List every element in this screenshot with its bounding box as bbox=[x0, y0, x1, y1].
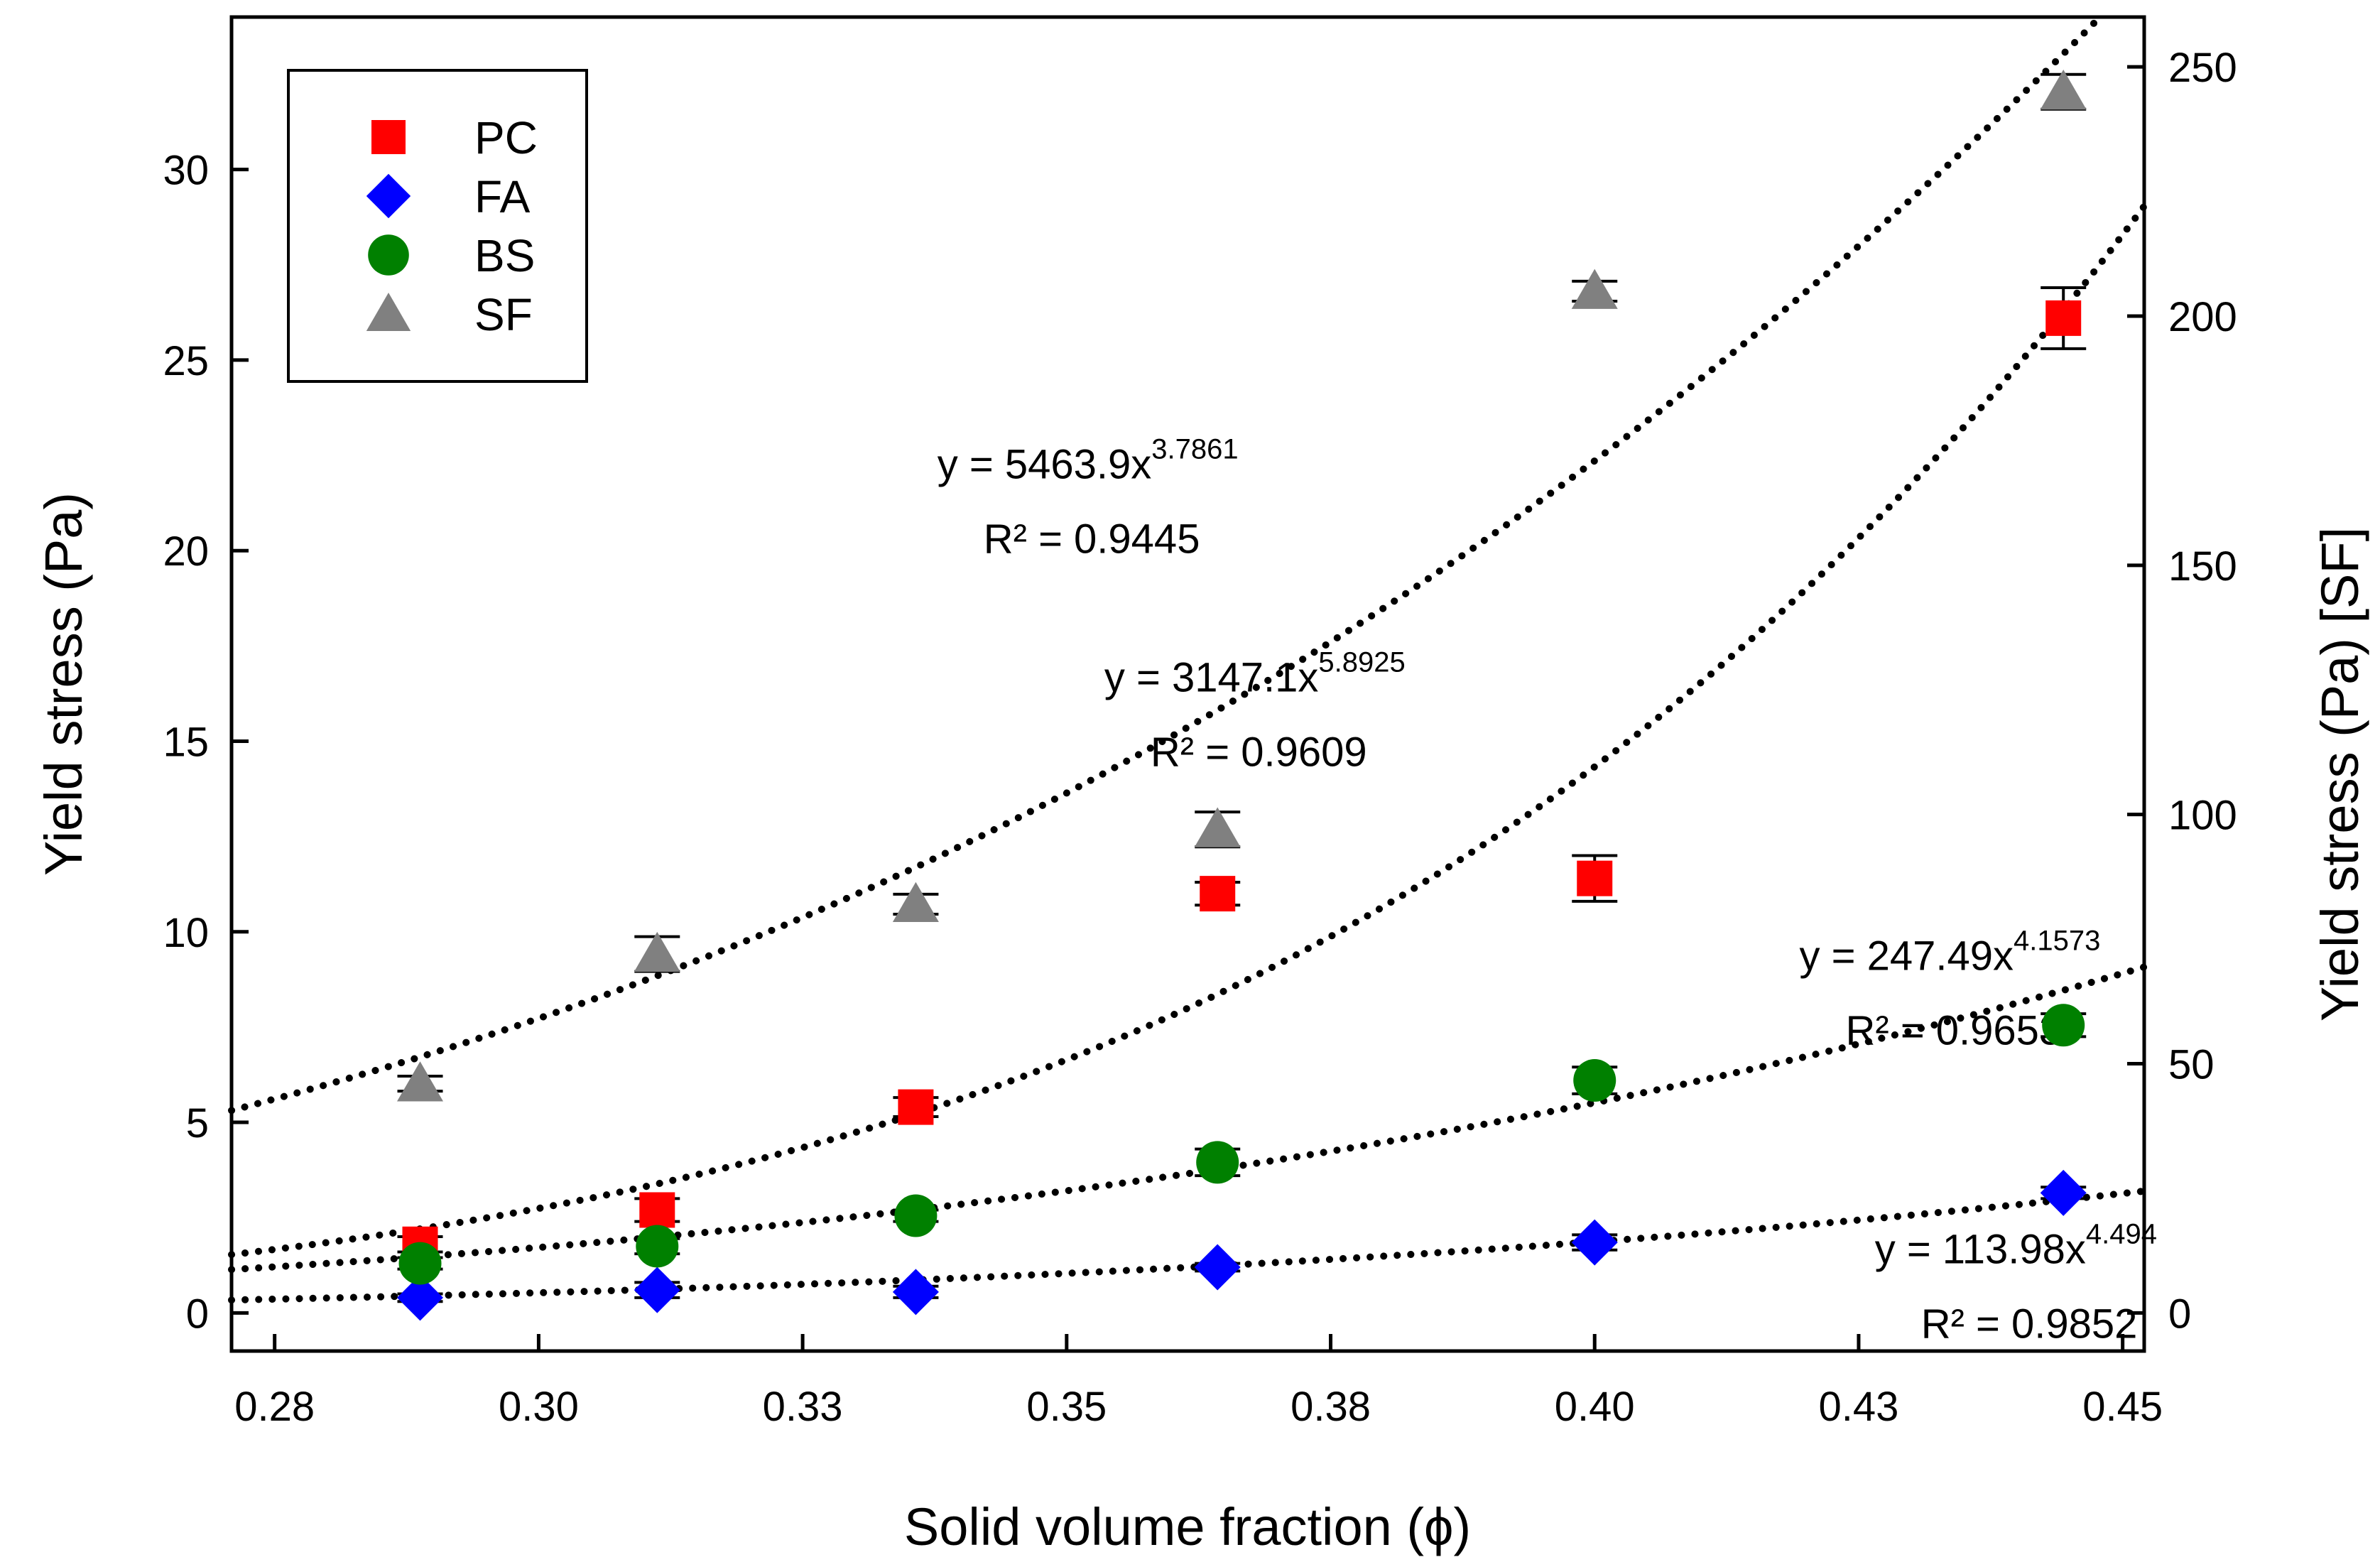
x-tick-label: 0.33 bbox=[763, 1384, 843, 1430]
legend-label: PC bbox=[474, 112, 538, 163]
y-axis-title-left: Yield stress (Pa) bbox=[34, 492, 93, 876]
legend-marker-pc bbox=[371, 120, 406, 154]
data-point-bs bbox=[1573, 1059, 1616, 1102]
data-point-pc bbox=[1577, 860, 1613, 896]
legend-marker-sf bbox=[366, 293, 411, 331]
legend-item-bs: BS bbox=[368, 230, 535, 281]
data-point-bs bbox=[1196, 1141, 1239, 1184]
fit-equation-bs: y = 247.49x4.1573 bbox=[1800, 925, 2101, 979]
legend-box bbox=[287, 69, 588, 383]
axes: 0.28 0.30 0.33 0.35 0.38 0.40 0.43 0.45 0 5 10 15 20… bbox=[163, 45, 2237, 1430]
x-tick-label: 0.43 bbox=[1819, 1384, 1899, 1430]
y-right-tick-label: 50 bbox=[2168, 1041, 2215, 1088]
data-point-bs bbox=[894, 1194, 938, 1237]
data-point-bs bbox=[2042, 1004, 2085, 1047]
data-point-pc bbox=[898, 1089, 934, 1125]
legend-marker-fa bbox=[366, 173, 411, 219]
data-point-sf bbox=[2040, 69, 2087, 110]
data-point-pc bbox=[1200, 876, 1236, 912]
x-axis-title: Solid volume fraction (ϕ) bbox=[904, 1497, 1471, 1556]
data-point-bs bbox=[398, 1242, 442, 1285]
y-right-tick-label: 150 bbox=[2168, 543, 2237, 590]
y-right-tick-label: 250 bbox=[2168, 45, 2237, 91]
legend-items: PC FA BS SF bbox=[366, 112, 538, 340]
y-left-tick-label: 10 bbox=[163, 910, 209, 956]
legend-label: SF bbox=[474, 289, 533, 340]
legend-marker-bs bbox=[368, 234, 409, 276]
fit-r2-fa: R² = 0.9852 bbox=[1921, 1301, 2138, 1347]
legend: PC FA BS SF bbox=[287, 69, 588, 383]
y-right-tick-label: 0 bbox=[2168, 1291, 2191, 1337]
y-right-tick-label: 200 bbox=[2168, 294, 2237, 340]
fit-equations: y = 3147.1x5.8925 R² = 0.9609 y = 113.98x4… bbox=[938, 433, 2157, 1347]
fit-equation-pc: y = 3147.1x5.8925 bbox=[1104, 647, 1406, 701]
data-point-sf bbox=[634, 931, 680, 972]
data-point-fa bbox=[1194, 1244, 1241, 1291]
data-point-sf bbox=[397, 1061, 444, 1102]
fit-equation-sf: y = 5463.9x3.7861 bbox=[938, 433, 1239, 487]
fit-line-sf bbox=[228, 17, 2100, 1114]
data-point-sf bbox=[1194, 807, 1241, 847]
data-point-fa bbox=[1571, 1219, 1618, 1266]
x-tick-label: 0.28 bbox=[234, 1384, 315, 1430]
x-tick-label: 0.38 bbox=[1290, 1384, 1371, 1430]
x-tick-label: 0.35 bbox=[1026, 1384, 1107, 1430]
y-left-tick-label: 0 bbox=[186, 1291, 209, 1337]
data-point-sf bbox=[892, 882, 939, 922]
data-point-pc bbox=[639, 1192, 675, 1228]
legend-item-fa: FA bbox=[366, 171, 531, 222]
y-left-tick-label: 20 bbox=[163, 528, 209, 575]
x-tick-label: 0.40 bbox=[1555, 1384, 1635, 1430]
fit-line-fa bbox=[228, 1187, 2148, 1304]
y-right-tick-label: 100 bbox=[2168, 793, 2237, 839]
y-left-tick-label: 5 bbox=[186, 1100, 209, 1146]
data-point-fa bbox=[2040, 1169, 2087, 1216]
fit-lines bbox=[228, 17, 2148, 1304]
fit-equation-fa: y = 113.98x4.494 bbox=[1875, 1219, 2157, 1273]
series-sf bbox=[397, 69, 2087, 1102]
legend-label: BS bbox=[474, 230, 535, 281]
data-point-bs bbox=[636, 1225, 679, 1268]
data-point-sf bbox=[1571, 269, 1618, 309]
fit-line-pc bbox=[228, 202, 2148, 1259]
legend-item-sf: SF bbox=[366, 289, 533, 340]
fit-r2-bs: R² = 0.9653 bbox=[1846, 1007, 2063, 1053]
y-axis-title-right: Yield stress (Pa) [SF] bbox=[2310, 527, 2369, 1021]
legend-label: FA bbox=[474, 171, 531, 222]
data-point-fa bbox=[634, 1267, 680, 1313]
data-point-pc bbox=[2045, 300, 2082, 336]
y-left-tick-label: 25 bbox=[163, 338, 209, 384]
data-point-fa bbox=[892, 1269, 939, 1316]
y-left-tick-label: 15 bbox=[163, 719, 209, 765]
x-tick-label: 0.45 bbox=[2082, 1384, 2163, 1430]
data-points bbox=[397, 69, 2087, 1321]
series-bs bbox=[397, 1004, 2087, 1285]
legend-item-pc: PC bbox=[371, 112, 538, 163]
series-pc bbox=[397, 286, 2087, 1262]
fit-r2-pc: R² = 0.9609 bbox=[1151, 730, 1367, 776]
x-tick-label: 0.30 bbox=[499, 1384, 579, 1430]
fit-r2-sf: R² = 0.9445 bbox=[984, 516, 1200, 562]
data-point-fa bbox=[397, 1274, 444, 1321]
fit-line-bs bbox=[228, 963, 2148, 1274]
plot-frame bbox=[229, 15, 2146, 1353]
y-left-tick-label: 30 bbox=[163, 148, 209, 194]
series-fa bbox=[397, 1169, 2087, 1321]
